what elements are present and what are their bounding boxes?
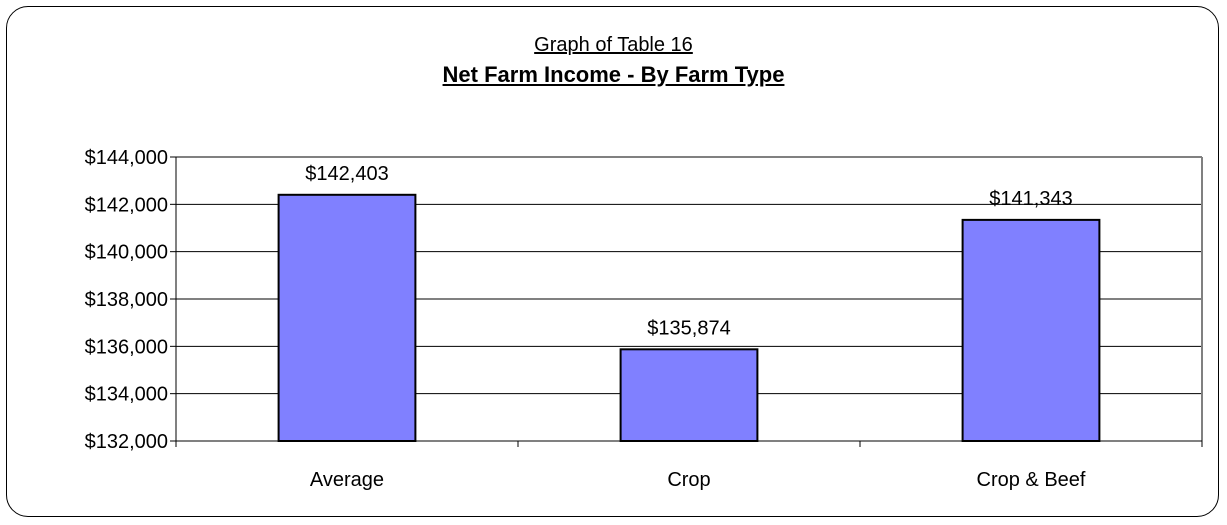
bar (619, 348, 759, 443)
y-tick-label: $144,000 (85, 147, 168, 169)
chart-title: Net Farm Income - By Farm Type (442, 62, 785, 87)
y-tick-label: $138,000 (85, 289, 168, 311)
chart-subtitle: Graph of Table 16 (534, 34, 693, 56)
x-tick-label: Crop & Beef (977, 469, 1086, 491)
y-tick-label: $134,000 (85, 384, 168, 406)
bar (277, 193, 417, 442)
data-label: $141,343 (989, 188, 1072, 210)
y-tick-label: $142,000 (85, 194, 168, 216)
data-label: $135,874 (647, 317, 730, 339)
y-tick-label: $136,000 (85, 336, 168, 358)
x-tick-label: Average (310, 469, 384, 491)
bar (961, 218, 1101, 442)
x-tick-label: Crop (667, 469, 710, 491)
data-label: $142,403 (305, 163, 388, 185)
chart-frame (6, 6, 1219, 517)
y-tick-label: $140,000 (85, 242, 168, 264)
y-tick-label: $132,000 (85, 431, 168, 453)
